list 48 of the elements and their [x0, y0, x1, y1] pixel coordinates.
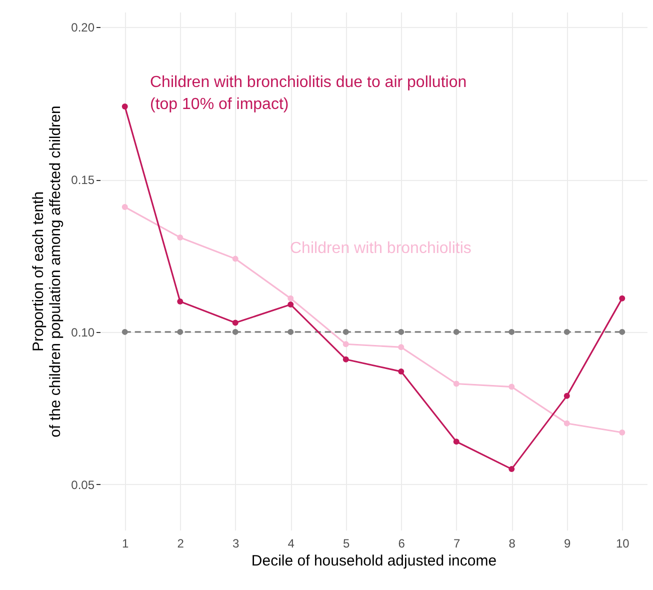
point — [288, 295, 294, 302]
point — [398, 344, 404, 350]
point — [232, 320, 238, 326]
point — [122, 103, 128, 110]
point — [232, 256, 238, 262]
x-tick-label: 4 — [288, 536, 295, 550]
x-tick-label: 3 — [232, 536, 240, 550]
y-tick-label: 0.20 — [71, 20, 95, 35]
text: Children with bronchiolitis — [290, 240, 472, 257]
point — [508, 384, 515, 390]
point — [342, 328, 349, 335]
point — [619, 430, 626, 436]
point — [619, 295, 626, 302]
x-axis-title: Decile of household adjusted income — [251, 552, 497, 570]
point — [232, 328, 238, 335]
point — [177, 298, 184, 304]
x-tick-label: 7 — [454, 536, 461, 550]
x-tick-label: 8 — [508, 536, 516, 550]
point — [564, 328, 570, 335]
point — [508, 328, 515, 335]
x-tick-label: 1 — [122, 536, 130, 550]
x-tick-label: 10 — [616, 536, 630, 550]
point — [288, 302, 294, 308]
point — [288, 328, 294, 335]
y-tick-label: 0.10 — [71, 325, 95, 340]
x-tick-label: 5 — [343, 536, 350, 550]
y-tick-label: 0.15 — [71, 173, 95, 188]
point — [122, 328, 128, 335]
point — [564, 420, 570, 426]
point — [122, 204, 128, 210]
point — [342, 356, 349, 362]
point — [342, 341, 349, 348]
point — [398, 368, 404, 375]
point — [398, 328, 404, 335]
y-axis-title: Proportion of each tenth of the children population among affected children — [30, 106, 64, 438]
point — [564, 392, 570, 399]
x-tick-label: 9 — [564, 536, 572, 550]
point — [177, 234, 184, 240]
y-tick-label: 0.05 — [71, 478, 95, 492]
point — [508, 466, 515, 472]
point — [453, 438, 460, 445]
point — [453, 328, 460, 335]
point — [619, 328, 626, 335]
x-tick-label: 2 — [177, 536, 184, 550]
x-tick-label: 6 — [398, 536, 406, 550]
series-label: Children with bronchiolitis due to air pollution (top 10% of impact) — [150, 74, 467, 113]
point — [177, 328, 184, 335]
point — [453, 380, 460, 387]
